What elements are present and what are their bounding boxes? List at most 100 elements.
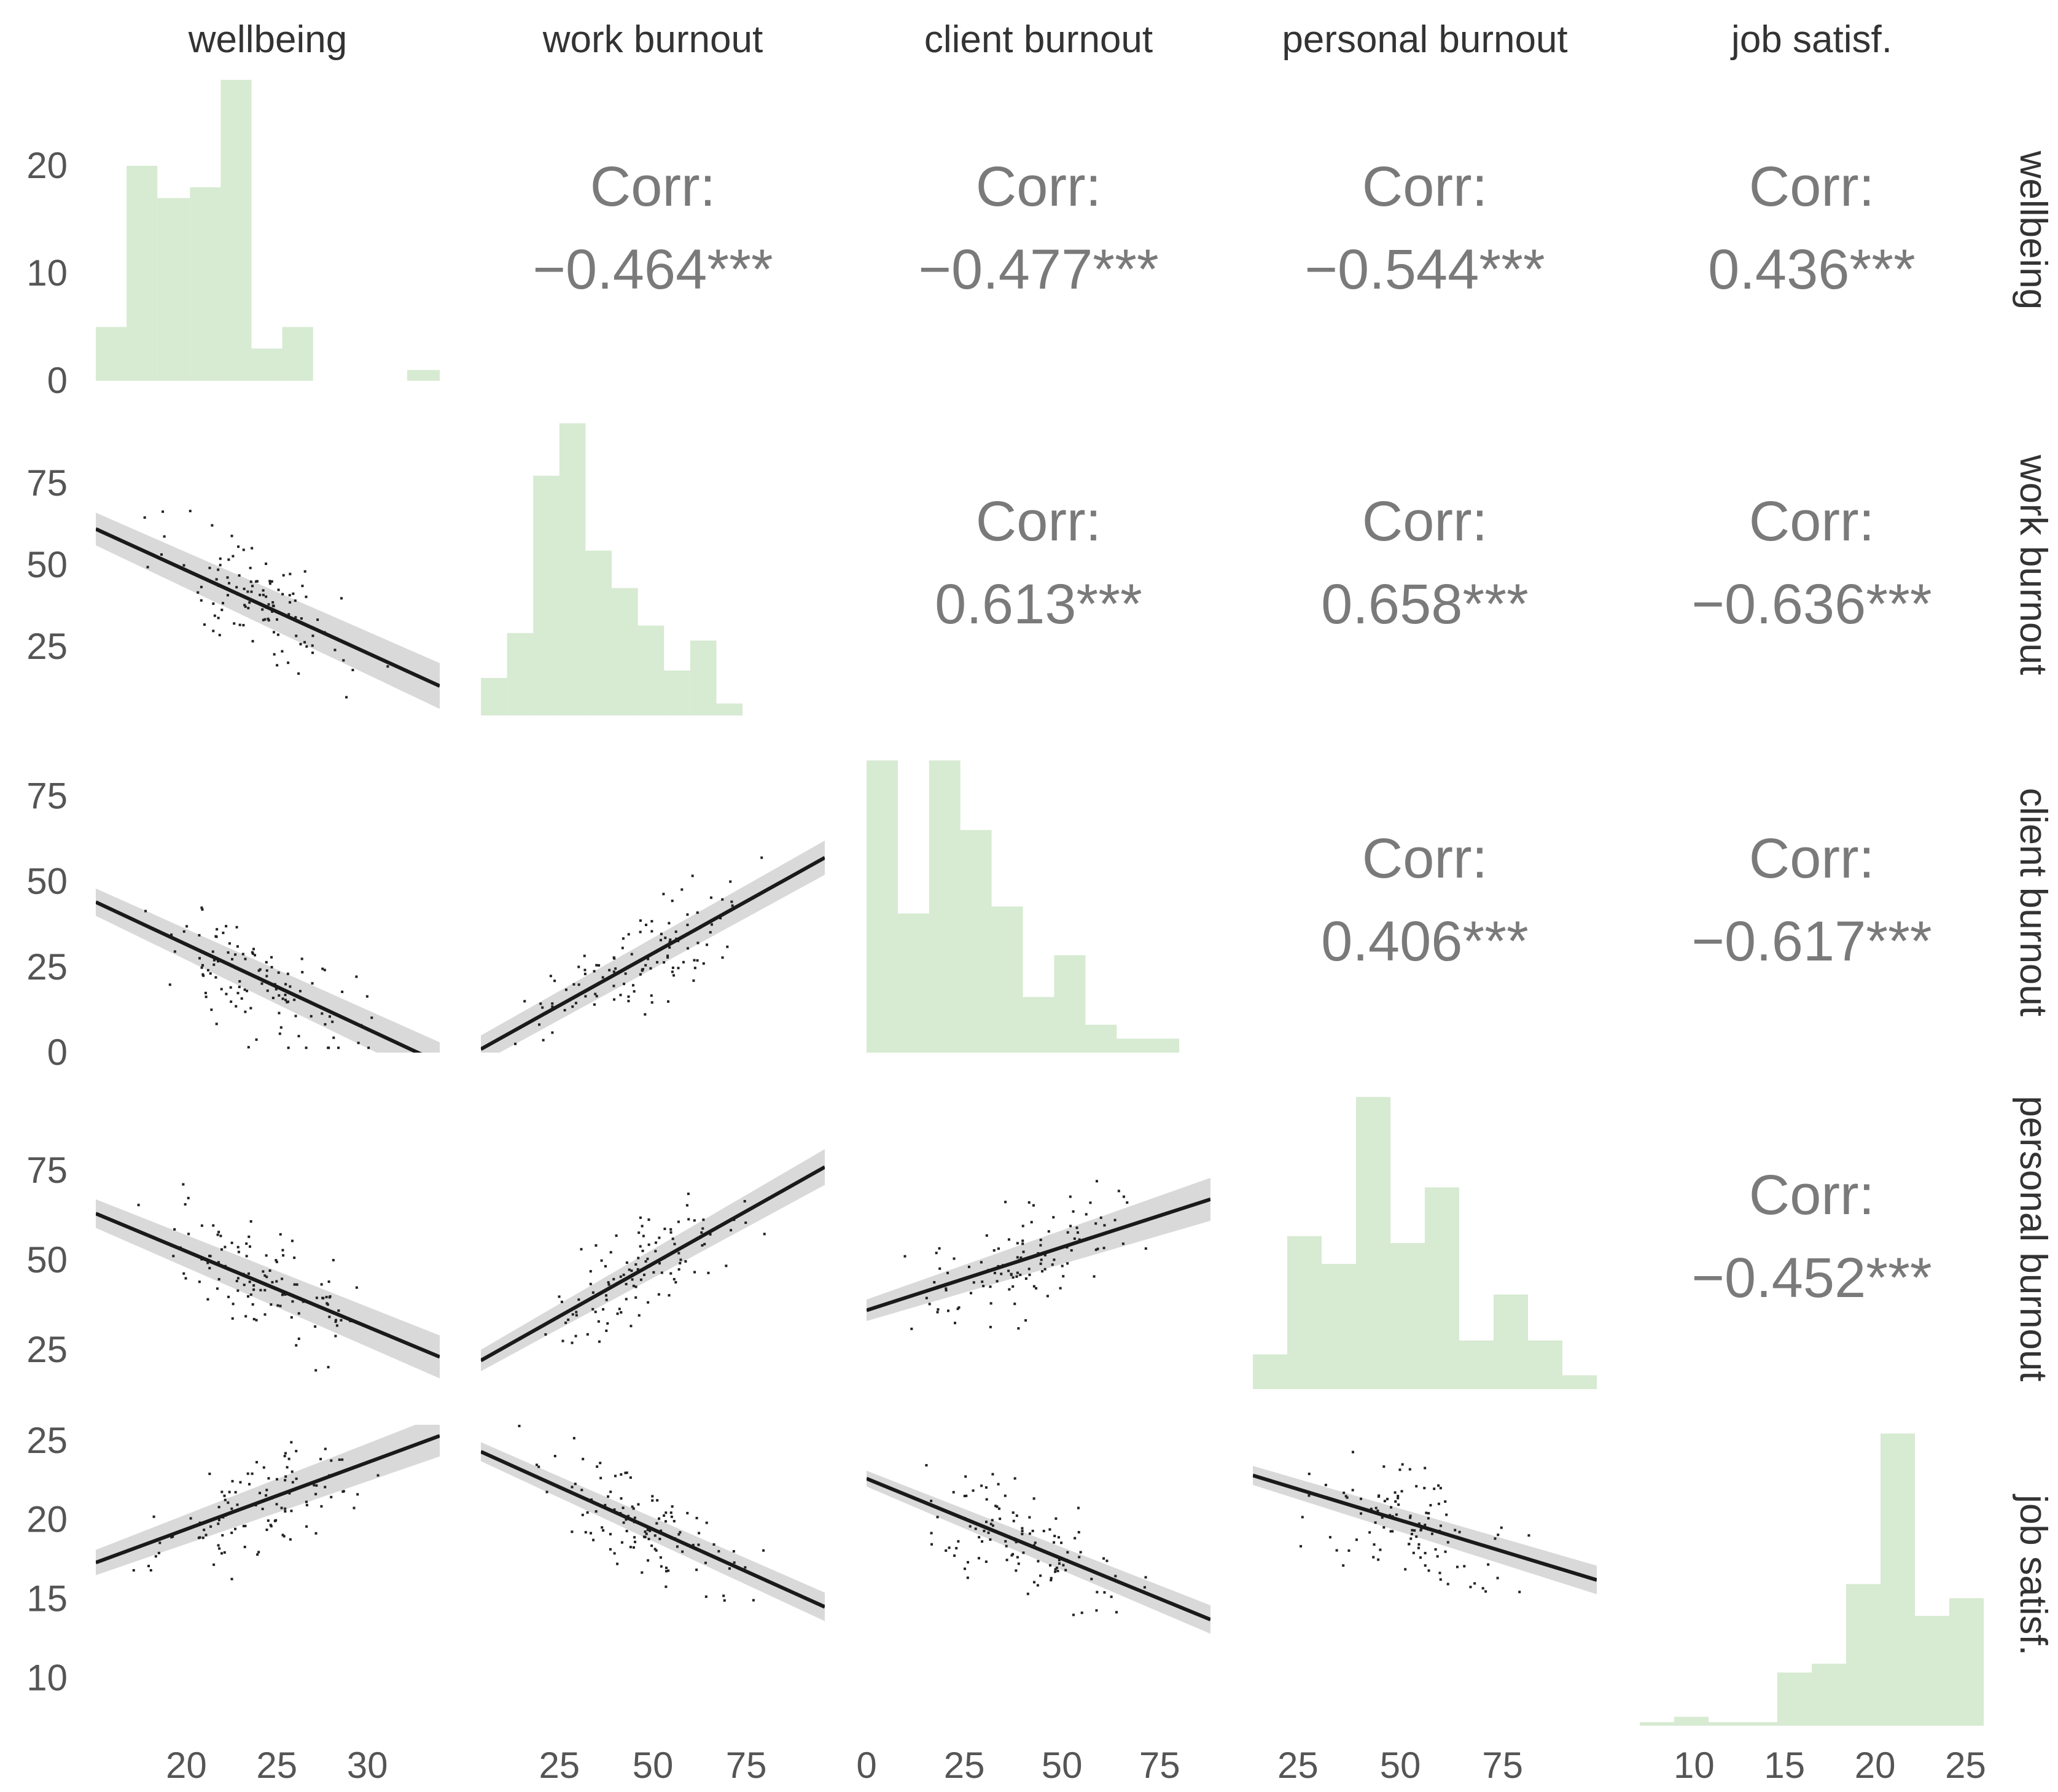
confidence-band [1253,1466,1597,1594]
scatter-point [170,933,173,937]
scatter-point [216,928,219,931]
scatter-point [612,970,615,973]
scatter-point [152,1515,155,1518]
scatter-point [236,945,239,948]
histogram-bar [190,187,221,381]
scatter-point [340,1319,343,1322]
scatter-point [280,1506,283,1510]
scatter-point [981,1540,984,1543]
scatter-point [637,1314,641,1317]
scatter-point [681,1550,684,1553]
scatter-point [1427,1569,1430,1572]
scatter-point [244,1315,248,1318]
scatter-point [676,1545,679,1548]
scatter-point [666,954,669,957]
scatter-point [1028,1532,1031,1535]
scatter-point [146,566,149,569]
scatter-point [266,989,269,992]
scatter-point [991,1524,994,1527]
scatter-point [1022,1250,1025,1253]
scatter-point [246,1472,249,1475]
histogram-bar [1777,1672,1812,1726]
scatter-point [1434,1548,1437,1551]
scatter-point [248,1235,251,1238]
scatter-point [594,1311,597,1314]
scatter-point [281,650,284,653]
scatter-point [1381,1516,1384,1519]
scatter-point [321,1012,324,1015]
scatter-point [624,972,627,975]
scatter-point [272,604,275,607]
scatter-point [701,1227,704,1230]
scatter-point [230,1507,233,1510]
scatter-point [647,957,650,960]
scatter-point [609,1533,612,1536]
scatter-point [684,1260,687,1263]
scatter-point [221,602,224,605]
scatter-point [226,594,229,597]
correlation-value: −0.452*** [1691,1247,1931,1309]
scatter-point [1093,1275,1096,1278]
scatter-point [1042,1530,1045,1533]
scatter-point [650,1545,653,1548]
histogram-bar [1743,1722,1777,1726]
histogram-bar [220,80,252,381]
histogram-4 [1640,1433,1984,1726]
scatter-point [1458,1530,1461,1533]
scatter-point [1445,1513,1448,1516]
scatter-point [1469,1586,1472,1589]
scatter-point [1438,1572,1441,1575]
scatter-point [244,605,247,608]
scatter-point [677,967,680,970]
scatter-point [376,1474,380,1477]
scatter-point [634,1540,637,1543]
scatter-point [324,1447,327,1451]
scatter-point [1096,1591,1099,1594]
confidence-band [867,1470,1210,1634]
scatter-point [621,946,624,949]
histogram-bar [585,550,612,715]
scatter-point [367,1046,370,1050]
scatter-point [234,953,237,956]
scatter-point [238,574,241,577]
scatter-point [645,924,648,927]
scatter-point [685,1204,688,1207]
scatter-point [235,1280,238,1283]
histogram-bar [1356,1097,1390,1389]
scatter-point [271,610,274,613]
y-tick-label: 25 [26,626,68,667]
scatter-point [335,1319,338,1322]
scatter-point [686,913,689,916]
scatter-point [1424,1467,1427,1470]
scatter-point [647,1243,650,1246]
panel-contents [96,888,440,1053]
scatter-point [614,1475,617,1478]
scatter-point [329,1295,332,1298]
scatter-point [278,994,281,997]
scatter-point [563,1008,566,1011]
scatter-point [268,580,271,583]
scatter-point [575,1311,578,1314]
scatter-point [712,1543,715,1546]
scatter-point [666,956,669,959]
scatter-point [1015,1514,1018,1517]
scatter-point [1028,1273,1031,1276]
scatter-point [242,548,245,551]
row-label-2: client burnout [2012,788,2054,1016]
scatter-point [721,898,724,901]
scatter-point [677,1252,680,1255]
scatter-point [711,923,714,926]
scatter-point [337,1046,340,1050]
scatter-point [586,1333,589,1336]
scatter-point [1444,1550,1447,1553]
scatter-point [1026,1592,1029,1595]
scatter-point [228,942,231,945]
scatter-point [580,1248,583,1251]
histogram-bar [637,625,665,715]
scatter-point [265,969,268,972]
scatter-point [214,976,217,979]
scatter-point [998,1507,1001,1510]
correlation-label: Corr: [1749,1164,1874,1226]
regression-line [867,1197,1210,1312]
scatter-point [682,960,685,964]
